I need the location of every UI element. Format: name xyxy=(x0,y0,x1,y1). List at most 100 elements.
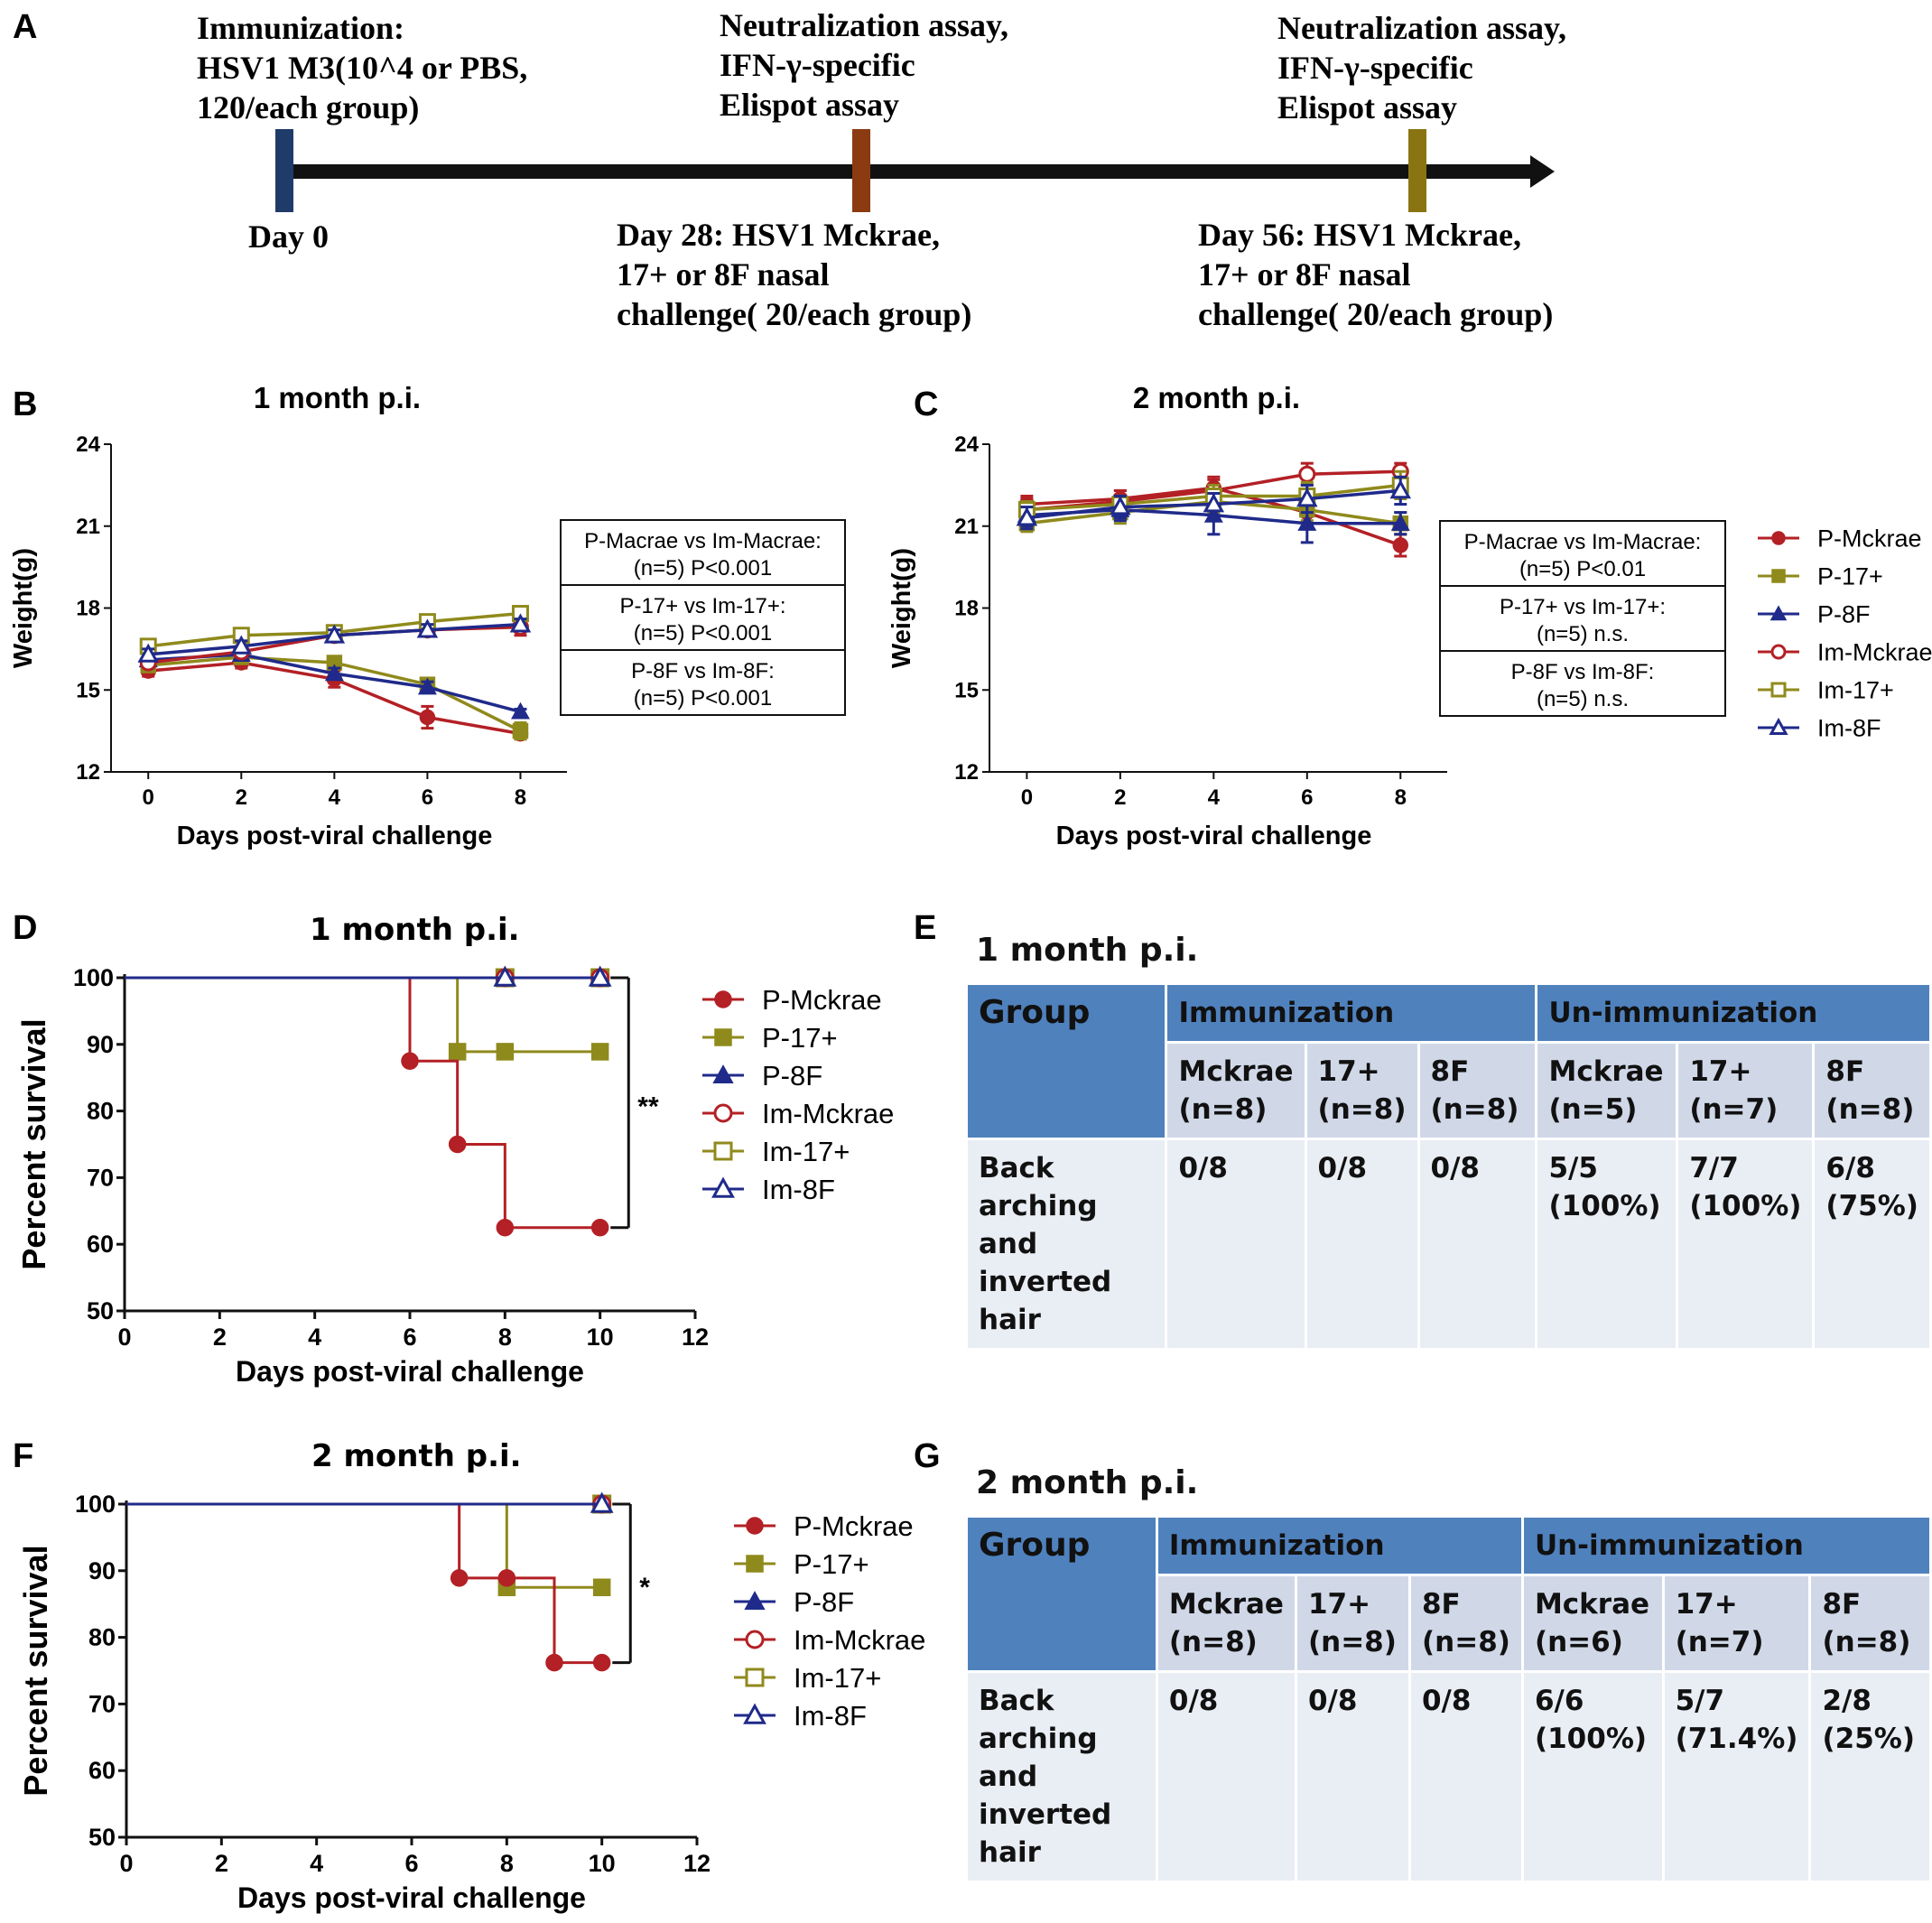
stats-pvalue: (n=5) P<0.001 xyxy=(634,621,772,646)
table-subheader-row: Mckrae (n=8) 17+ (n=8) 8F (n=8) Mckrae (n=6) 17+… xyxy=(968,1576,1929,1670)
y-tick-label: 80 xyxy=(87,1098,114,1125)
cell-line: 0/8 xyxy=(1421,1685,1472,1717)
timeline-arrow-head xyxy=(1530,155,1555,188)
subheader-line: (n=7) xyxy=(1675,1626,1764,1658)
table-cell: 0/8 xyxy=(1296,1673,1408,1881)
subheader-line: (n=6) xyxy=(1534,1626,1623,1658)
stats-box-frame xyxy=(1439,520,1726,717)
x-tick-label: 8 xyxy=(1395,785,1407,810)
cell-line: 0/8 xyxy=(1178,1152,1228,1184)
data-point-p-mckrae xyxy=(496,1219,515,1237)
chart-title: 2 month p.i. xyxy=(1133,381,1300,414)
row-label-line: Back arching xyxy=(979,1152,1098,1222)
table-subheader-row: Mckrae (n=8) 17+ (n=8) 8F (n=8) Mckrae (n=5) 17+… xyxy=(968,1044,1929,1138)
x-tick-label: 6 xyxy=(404,1850,418,1877)
x-axis-title: Days post-viral challenge xyxy=(1056,822,1372,850)
significance-label: * xyxy=(639,1573,650,1602)
legend-marker-im-mckrae xyxy=(745,1630,765,1649)
stats-pvalue: (n=5) P<0.001 xyxy=(634,556,772,581)
y-tick-label: 24 xyxy=(76,432,100,457)
survival-line-p-17 xyxy=(126,1502,602,1589)
immunization-text-line: 120/each group) xyxy=(197,89,419,125)
subheader-line: 17+ xyxy=(1675,1588,1738,1621)
series-im-8f xyxy=(1016,475,1412,531)
stats-comparison: P-8F vs Im-8F: xyxy=(1511,660,1655,684)
legend-label-im-17: Im-17+ xyxy=(762,1136,850,1167)
table-cell: 0/8 xyxy=(1157,1673,1295,1881)
panel-letter-f: F xyxy=(13,1437,33,1475)
y-axis-title: Percent survival xyxy=(15,1018,52,1269)
cell-line: 7/7 xyxy=(1689,1152,1739,1184)
data-point-im-8f xyxy=(1203,493,1225,513)
survival-line-p-mckrae xyxy=(125,976,600,1230)
group-header-cell: Group xyxy=(968,1518,1156,1670)
day56-text-line: 17+ or 8F nasal xyxy=(1198,256,1411,293)
legend-label-p-17: P-17+ xyxy=(1817,563,1883,590)
cell-line: (25%) xyxy=(1822,1723,1915,1755)
data-point-im-8f xyxy=(493,965,517,987)
legend-label-p-mckrae: P-Mckrae xyxy=(762,984,882,1016)
cell-line: 6/8 xyxy=(1825,1152,1875,1184)
assay-day28-text-line: Elispot assay xyxy=(720,87,899,123)
cell-line: (100%) xyxy=(1534,1723,1648,1755)
day56-text-line: Day 56: HSV1 Mckrae, xyxy=(1198,217,1521,253)
row-label-line: and inverted xyxy=(979,1760,1112,1831)
data-point-p-8f xyxy=(1297,513,1317,531)
assay-day56-text-line: IFN-γ-specific xyxy=(1277,50,1473,86)
day28-text-line: challenge( 20/each group) xyxy=(617,296,971,332)
data-point-p-mckrae xyxy=(1392,537,1409,553)
cell-line: 5/5 xyxy=(1548,1152,1598,1184)
subheader-line: (n=7) xyxy=(1689,1093,1779,1126)
timeline-panel: Immunization: HSV1 M3(10^4 or PBS,120/eac… xyxy=(197,7,1566,332)
subheader-line: Mckrae xyxy=(1534,1588,1650,1621)
legend-marker-im-17 xyxy=(713,1141,733,1161)
row-label-line: and inverted xyxy=(979,1228,1112,1298)
subheader-cell: 8F (n=8) xyxy=(1815,1044,1929,1138)
subheader-line: (n=8) xyxy=(1825,1093,1915,1126)
subheader-cell: 8F (n=8) xyxy=(1811,1576,1929,1670)
table-header-row: Group Immunization Un-immunization xyxy=(968,1518,1929,1670)
timeline-marker-day28 xyxy=(852,129,870,212)
table-cell: 0/8 xyxy=(1419,1140,1536,1348)
y-tick-label: 15 xyxy=(76,678,100,702)
table-cell: 0/8 xyxy=(1410,1673,1521,1881)
y-tick-label: 70 xyxy=(87,1164,114,1191)
legend-c: P-Mckrae P-17+ P-8F Im-Mckrae Im-17+ Im-8F xyxy=(1758,525,1932,742)
x-tick-label: 6 xyxy=(422,785,433,810)
table-cell: 7/7 (100%) xyxy=(1678,1140,1813,1348)
data-point-p-mckrae xyxy=(590,1219,609,1237)
row-label-cell: Back arching and inverted hair xyxy=(968,1140,1166,1348)
data-point-p-mckrae xyxy=(545,1653,563,1672)
legend-label-im-8f: Im-8F xyxy=(794,1700,867,1732)
table-title-e: 1 month p.i. xyxy=(976,932,1199,969)
table-title-g: 2 month p.i. xyxy=(976,1464,1199,1501)
subheader-line: (n=8) xyxy=(1430,1093,1519,1126)
cell-line: (100%) xyxy=(1689,1190,1802,1222)
legend-marker-p-17 xyxy=(746,1555,764,1573)
table-header-row: Group Immunization Un-immunization xyxy=(968,985,1929,1138)
legend-marker-im-mckrae xyxy=(713,1103,733,1123)
legend-label-p-mckrae: P-Mckrae xyxy=(1817,525,1922,553)
immunization-text-line: HSV1 M3(10^4 or PBS, xyxy=(197,50,527,86)
chart-title: 2 month p.i. xyxy=(311,1438,522,1474)
data-point-im-8f xyxy=(230,635,253,655)
x-tick-label: 2 xyxy=(236,785,247,810)
data-point-im-8f xyxy=(1389,479,1412,499)
data-point-im-8f xyxy=(1016,506,1038,526)
table-cell: 6/8 (75%) xyxy=(1815,1140,1929,1348)
x-tick-label: 2 xyxy=(213,1324,227,1351)
y-tick-label: 15 xyxy=(954,678,979,702)
legend-marker-p-mckrae xyxy=(1771,531,1786,545)
data-point-im-8f xyxy=(590,1491,614,1513)
x-axis-title: Days post-viral challenge xyxy=(177,822,493,850)
stats-comparison: P-Macrae vs Im-Macrae: xyxy=(1464,530,1702,554)
x-tick-label: 8 xyxy=(515,785,526,810)
y-tick-label: 100 xyxy=(75,1491,116,1518)
x-tick-label: 6 xyxy=(1301,785,1313,810)
row-label-line: Back arching xyxy=(979,1685,1098,1755)
stats-box: P-Macrae vs Im-Macrae: (n=5) P<0.01 P-17+ … xyxy=(1439,520,1726,717)
column-group-un-immunization: Un-immunization xyxy=(1537,985,1929,1041)
y-axis-title: Weight(g) xyxy=(887,548,916,668)
data-point-im-8f xyxy=(509,613,532,633)
